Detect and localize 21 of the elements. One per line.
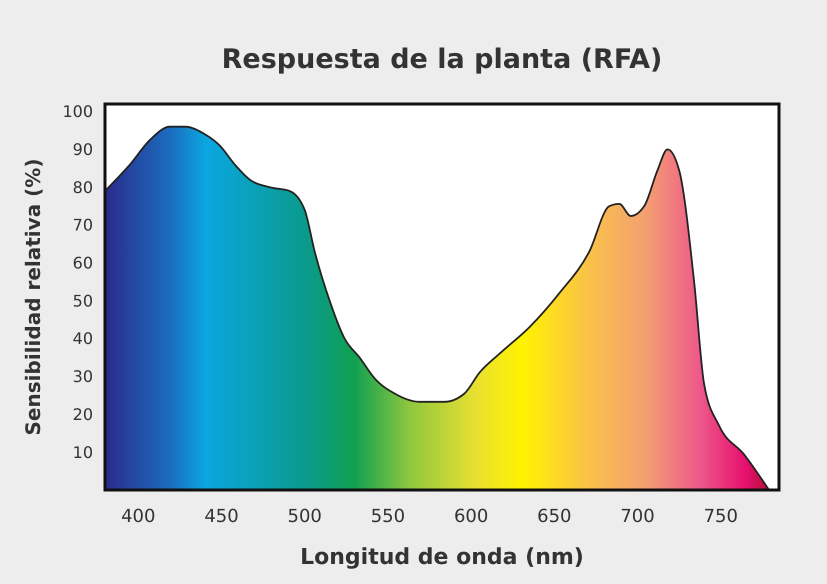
y-axis-title: Sensibilidad relativa (%) (21, 158, 45, 436)
x-tick-label: 600 (454, 506, 488, 527)
y-tick-label: 20 (72, 404, 93, 424)
y-tick-label: 50 (72, 291, 93, 310)
y-tick-label: 30 (72, 367, 93, 386)
chart-title: Respuesta de la planta (RFA) (222, 44, 662, 75)
y-tick-label: 70 (72, 216, 93, 235)
y-tick-label: 10 (72, 442, 93, 462)
x-tick-label: 750 (704, 506, 738, 527)
x-tick-label: 700 (620, 506, 655, 527)
y-tick-label: 40 (72, 329, 93, 348)
x-tick-label: 550 (370, 506, 406, 527)
x-tick-label: 500 (288, 506, 322, 527)
y-tick-label: 60 (72, 254, 93, 273)
x-axis-title: Longitud de onda (nm) (300, 545, 584, 570)
y-tick-label: 80 (72, 178, 93, 197)
x-tick-label: 400 (121, 506, 156, 527)
y-tick-label: 90 (72, 140, 93, 160)
x-tick-label: 650 (537, 506, 572, 527)
y-tick-label: 100 (62, 102, 93, 122)
x-tick-label: 450 (204, 506, 239, 527)
